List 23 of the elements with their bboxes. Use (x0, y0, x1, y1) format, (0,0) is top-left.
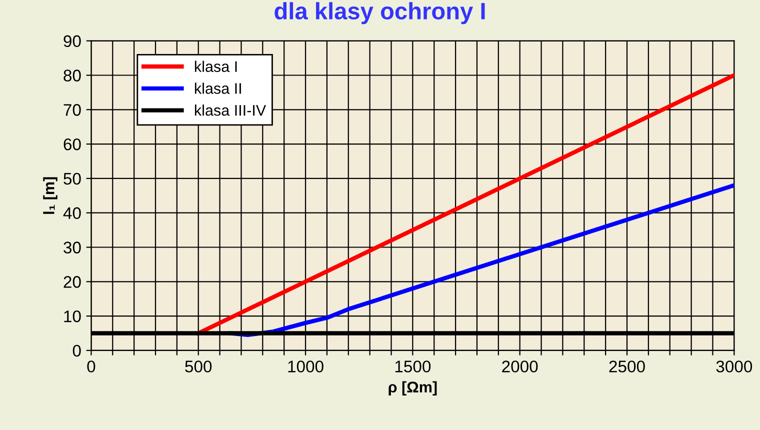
legend-label: klasa III-IV (194, 104, 266, 116)
y-tick-label: 30 (64, 242, 81, 254)
x-tick-label: 0 (87, 360, 96, 372)
y-tick-label: 20 (64, 276, 81, 288)
x-axis-title: ρ [Ωm] (388, 381, 437, 396)
y-axis-title: l₁ [m] (43, 177, 58, 214)
y-tick-label: 10 (64, 310, 81, 322)
y-tick-label: 50 (64, 172, 81, 185)
y-tick-label: 70 (64, 104, 81, 116)
legend-label: klasa II (194, 82, 241, 94)
y-tick-label: 40 (63, 207, 81, 220)
y-tick-label: 0 (72, 344, 81, 357)
y-tick-label: 80 (64, 70, 81, 82)
x-tick-label: 2500 (609, 360, 645, 372)
x-tick-label: 1000 (288, 360, 324, 372)
x-tick-label: 2000 (502, 360, 538, 372)
x-tick-label: 500 (185, 360, 212, 372)
y-tick-label: 60 (64, 138, 81, 150)
x-tick-label: 1500 (395, 360, 431, 372)
x-tick-label: 3000 (716, 360, 752, 372)
chart-title: dla klasy ochrony I (274, 2, 485, 24)
legend-label: klasa I (194, 60, 237, 72)
y-tick-label: 90 (64, 35, 81, 48)
